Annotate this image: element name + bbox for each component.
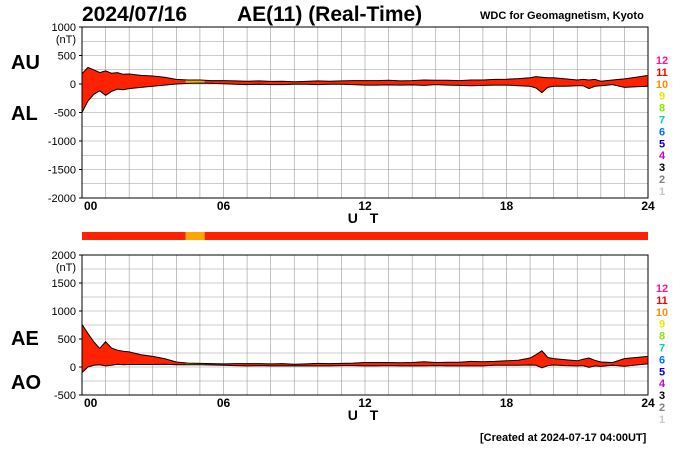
x-tick-label: 06 xyxy=(217,199,231,213)
series-line-al xyxy=(81,82,649,113)
legend-count-10: 10 xyxy=(656,307,668,319)
legend-count-1: 1 xyxy=(659,414,665,426)
x-tick-label: 00 xyxy=(84,199,98,213)
legend-count-6: 6 xyxy=(659,126,665,138)
station-bar-segment xyxy=(82,232,186,240)
legend-count-5: 5 xyxy=(659,138,665,150)
y-tick-label: 0 xyxy=(70,79,76,91)
legend-count-10: 10 xyxy=(656,79,668,91)
al-series-label: AL xyxy=(11,103,38,125)
legend-count-2: 2 xyxy=(659,402,665,414)
created-timestamp: [Created at 2024-07-17 04:00UT] xyxy=(480,432,647,444)
x-tick-label: 18 xyxy=(500,199,514,213)
legend-count-9: 9 xyxy=(659,91,665,103)
ae-series-label: AE xyxy=(11,328,39,350)
legend-count-8: 8 xyxy=(659,103,665,115)
y-tick-label: 2000 xyxy=(52,250,76,262)
organization-label: WDC for Geomagnetism, Kyoto xyxy=(480,10,644,22)
x-tick-label: 12 xyxy=(358,199,372,213)
series-line-ae xyxy=(81,324,649,365)
y-tick-label: -500 xyxy=(54,390,76,402)
y-unit-label: (nT) xyxy=(56,262,76,274)
legend-count-7: 7 xyxy=(659,115,665,127)
legend-count-2: 2 xyxy=(659,174,665,186)
y-tick-label: 1000 xyxy=(52,306,76,318)
legend-count-12: 12 xyxy=(656,283,668,295)
y-tick-label: -1500 xyxy=(48,165,76,177)
au-series-label: AU xyxy=(11,52,40,74)
legend-count-4: 4 xyxy=(659,150,666,162)
chart-title: AE(11) (Real-Time) xyxy=(237,3,423,26)
legend-count-11: 11 xyxy=(656,295,668,307)
station-count-bar xyxy=(82,232,648,240)
series-line-ao xyxy=(81,363,649,373)
series-line-au xyxy=(81,66,649,83)
legend-count-1: 1 xyxy=(659,186,665,198)
y-tick-label: 500 xyxy=(58,334,76,346)
legend-count-4: 4 xyxy=(659,378,666,390)
y-unit-label: (nT) xyxy=(56,34,76,46)
plot-frame xyxy=(81,254,649,396)
x-tick-label: 24 xyxy=(641,199,655,213)
station-bar-segment xyxy=(185,232,205,240)
x-tick-label: 18 xyxy=(500,396,514,410)
ao-series-label: AO xyxy=(11,372,41,394)
legend-count-11: 11 xyxy=(656,67,668,79)
y-tick-label: 1500 xyxy=(52,278,76,290)
legend-count-6: 6 xyxy=(659,354,665,366)
legend-count-12: 12 xyxy=(656,55,668,67)
y-tick-label: -1000 xyxy=(48,136,76,148)
legend-count-8: 8 xyxy=(659,331,665,343)
station-bar-segment xyxy=(204,232,648,240)
x-axis-label: U T xyxy=(348,210,383,226)
y-tick-label: 500 xyxy=(58,51,76,63)
x-tick-label: 06 xyxy=(217,396,231,410)
legend-count-3: 3 xyxy=(659,390,665,402)
x-axis-label: U T xyxy=(348,407,383,423)
y-tick-label: 0 xyxy=(70,362,76,374)
legend-count-7: 7 xyxy=(659,343,665,355)
legend-count-9: 9 xyxy=(659,319,665,331)
x-tick-label: 12 xyxy=(358,396,372,410)
y-tick-label: -500 xyxy=(54,108,76,120)
chart-date: 2024/07/16 xyxy=(82,3,188,26)
legend-count-3: 3 xyxy=(659,162,665,174)
x-tick-label: 00 xyxy=(84,396,98,410)
y-tick-label: 1000 xyxy=(52,22,76,34)
x-tick-label: 24 xyxy=(641,396,655,410)
y-tick-label: -2000 xyxy=(48,193,76,205)
legend-count-5: 5 xyxy=(659,366,665,378)
